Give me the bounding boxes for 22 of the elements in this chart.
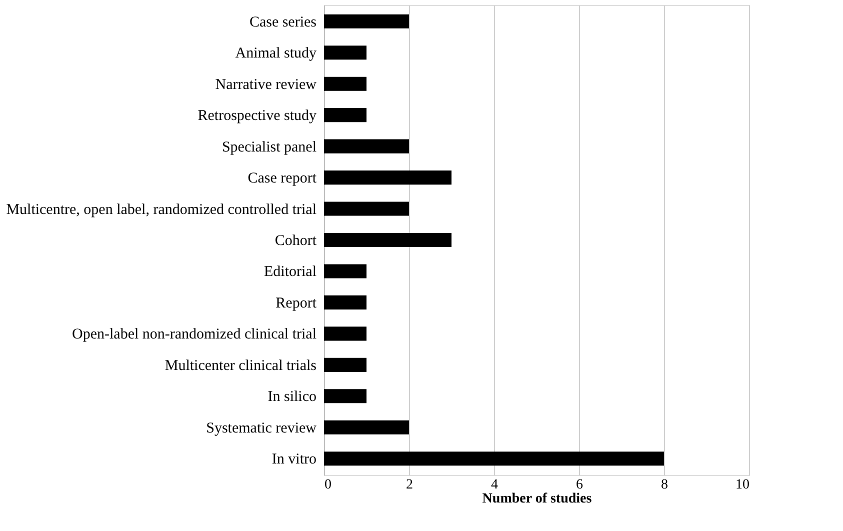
x-axis-title: Number of studies — [482, 492, 592, 506]
y-tick-label: Multicenter clinical trials — [164, 358, 317, 374]
y-tick-label: Cohort — [274, 233, 318, 249]
y-tick-label: Specialist panel — [222, 139, 316, 156]
y-tick-label: Retrospective study — [198, 108, 317, 124]
y-tick-label: Systematic review — [206, 420, 317, 436]
y-tick-label: Multicentre, open label, randomized controlled trial — [6, 202, 316, 218]
y-tick-label: Open-label non-randomized clinical trial — [72, 326, 316, 343]
x-tick-label: 4 — [491, 478, 498, 492]
y-tick-label: Case series — [249, 14, 317, 30]
y-tick-label: Report — [276, 295, 318, 312]
x-tick-label: 10 — [736, 478, 750, 492]
y-tick-label: In silico — [268, 389, 316, 406]
y-tick-label: Editorial — [264, 264, 316, 280]
y-tick-label: Narrative review — [215, 76, 317, 93]
x-tick-label: 8 — [661, 478, 668, 492]
y-tick-label: Animal study — [235, 46, 317, 62]
x-tick-label: 2 — [406, 478, 413, 492]
y-tick-label: In vitro — [272, 452, 316, 468]
x-tick-label: 6 — [576, 478, 583, 492]
y-tick-label: Case report — [248, 170, 318, 187]
x-tick-label: 0 — [324, 478, 332, 492]
